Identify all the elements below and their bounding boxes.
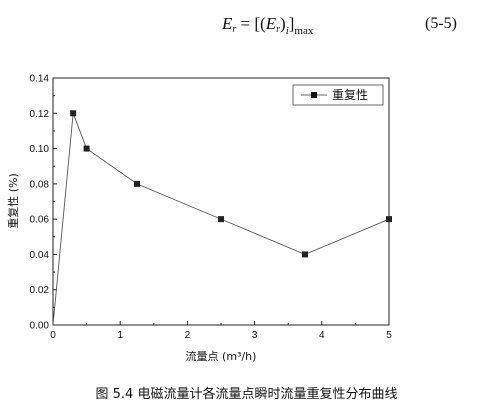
formula-max-sub: max — [294, 25, 314, 37]
figure-caption: 图 5.4 电磁流量计各流量点瞬时流量重复性分布曲线 — [95, 387, 398, 402]
y-tick-label: 0.04 — [30, 250, 50, 261]
series-group — [52, 110, 392, 326]
y-tick-label: 0.10 — [30, 144, 50, 155]
data-point — [70, 110, 77, 117]
formula-rhs-open: = [( — [240, 14, 266, 33]
formula-lhs-symbol: E — [222, 14, 233, 33]
legend-marker — [311, 92, 317, 98]
x-tick-label: 4 — [319, 330, 325, 341]
formula-inner-index: i — [285, 25, 289, 37]
x-tick-label: 5 — [386, 330, 392, 341]
legend: 重复性 — [292, 84, 384, 106]
x-axis-title: 流量点 (m³/h) — [186, 349, 257, 363]
chart: 0 1 2 3 4 5 0.00 0.02 0.04 0.06 0.08 0.10 0.12 0.14 重… — [6, 74, 393, 364]
data-point — [83, 145, 90, 152]
data-point — [218, 216, 224, 223]
y-tick-label: 0.02 — [30, 285, 50, 296]
x-tick-label: 0 — [50, 330, 56, 341]
x-tick-label: 2 — [185, 330, 191, 341]
data-point — [302, 251, 308, 258]
formula-rhs-close: ] — [288, 14, 295, 33]
formula-inner-symbol: E — [265, 14, 277, 33]
y-tick-label: 0.14 — [30, 74, 50, 85]
y-tick-label: 0.12 — [30, 109, 50, 120]
data-point — [134, 180, 140, 187]
equation-number: (5-5) — [425, 15, 457, 32]
legend-box — [292, 84, 384, 106]
x-tick-label: 3 — [252, 330, 258, 341]
formula: Er = [(Er)i]max — [222, 14, 313, 37]
y-tick-label: 0.08 — [30, 179, 50, 190]
data-point — [386, 216, 392, 223]
y-axis-title: 重复性 (%) — [6, 173, 20, 229]
axis-ticks: 0 1 2 3 4 5 0.00 0.02 0.04 0.06 0.08 0.10 0.12 0.14 — [30, 74, 393, 342]
formula-inner-close: ) — [280, 14, 286, 33]
plot-frame — [52, 77, 390, 326]
y-tick-label: 0.00 — [30, 321, 50, 332]
y-tick-label: 0.06 — [30, 215, 50, 226]
x-axis-title-text: 流量点 (m³/h) — [186, 349, 257, 363]
x-tick-label: 1 — [117, 330, 123, 341]
formula-inner-sub: r — [276, 24, 281, 35]
formula-lhs-sub: r — [232, 24, 237, 35]
legend-label: 重复性 — [332, 88, 368, 102]
